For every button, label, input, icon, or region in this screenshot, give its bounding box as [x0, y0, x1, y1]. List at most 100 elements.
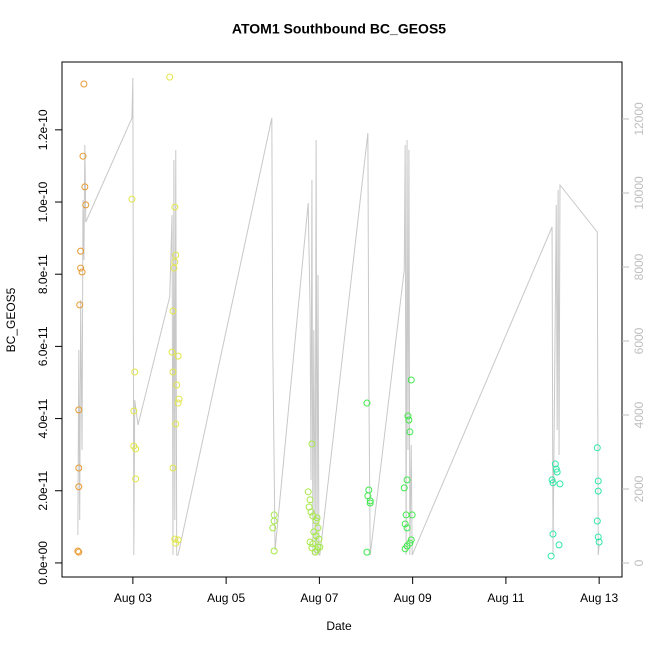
- point: [170, 264, 178, 272]
- point: [81, 183, 89, 191]
- point: [175, 395, 183, 403]
- point: [405, 416, 413, 424]
- point: [406, 428, 414, 436]
- point: [365, 486, 373, 494]
- y-tick-label: 6.0e-11: [36, 326, 50, 366]
- x-axis-label: Date: [326, 619, 352, 633]
- x-tick-label: Aug 11: [487, 591, 524, 605]
- y2-tick-label: 8000: [632, 253, 646, 280]
- x-tick-label: Aug 03: [114, 591, 152, 605]
- point: [408, 511, 416, 519]
- point: [407, 536, 415, 544]
- y2-tick-label: 6000: [632, 327, 646, 354]
- point: [547, 552, 555, 560]
- point: [77, 264, 85, 272]
- point: [306, 496, 314, 504]
- x-tick-label: Aug 05: [207, 591, 245, 605]
- point: [403, 524, 411, 532]
- point: [76, 301, 84, 309]
- point: [172, 251, 180, 259]
- x-tick-label: Aug 13: [580, 591, 618, 605]
- altitude-line: [77, 77, 600, 556]
- y2-tick-label: 0: [632, 559, 646, 566]
- point: [82, 201, 90, 209]
- point: [548, 476, 556, 484]
- point: [174, 399, 182, 407]
- point: [131, 368, 139, 376]
- point: [593, 517, 601, 525]
- point: [549, 479, 557, 487]
- point: [555, 541, 563, 549]
- y2-tick-label: 2000: [632, 475, 646, 502]
- y2-tick-label: 10000: [632, 176, 646, 210]
- point: [79, 152, 87, 160]
- point: [594, 533, 602, 541]
- point: [595, 538, 603, 546]
- point: [401, 520, 409, 528]
- point: [169, 368, 177, 376]
- point: [401, 545, 409, 553]
- point: [553, 468, 561, 476]
- point: [315, 535, 323, 543]
- y-tick-label: 1.0e-10: [36, 181, 50, 222]
- chart-title: ATOM1 Southbound BC_GEOS5: [232, 21, 446, 37]
- plot-box: [61, 61, 623, 578]
- point: [270, 517, 278, 525]
- point: [75, 406, 83, 414]
- point: [307, 508, 315, 516]
- point: [78, 268, 86, 276]
- point: [407, 376, 415, 384]
- x-tick-label: Aug 09: [394, 591, 432, 605]
- point: [132, 475, 140, 483]
- point: [594, 477, 602, 485]
- point: [403, 476, 411, 484]
- point: [169, 464, 177, 472]
- point: [75, 464, 83, 472]
- point: [168, 348, 176, 356]
- point: [77, 247, 85, 255]
- point: [172, 539, 180, 547]
- point: [132, 445, 140, 453]
- point: [310, 528, 318, 536]
- point: [549, 530, 557, 538]
- point: [128, 195, 136, 203]
- point: [556, 480, 564, 488]
- point: [75, 548, 83, 556]
- point: [270, 511, 278, 519]
- point: [171, 258, 179, 266]
- point: [366, 499, 374, 507]
- point: [404, 412, 412, 420]
- point: [169, 307, 177, 315]
- point: [130, 407, 138, 415]
- point: [308, 440, 316, 448]
- point: [75, 483, 83, 491]
- y2-tick-label: 4000: [632, 401, 646, 428]
- y2-tick-label: 12000: [632, 102, 646, 136]
- point: [552, 465, 560, 473]
- point: [80, 80, 88, 88]
- point: [171, 535, 179, 543]
- point: [406, 539, 414, 547]
- point: [166, 73, 174, 81]
- point: [173, 381, 181, 389]
- point: [314, 524, 322, 532]
- point: [309, 512, 317, 520]
- point: [74, 547, 82, 555]
- y-tick-label: 8.0e-11: [36, 254, 50, 294]
- point: [270, 547, 278, 555]
- point: [269, 524, 277, 532]
- y-tick-label: 4.0e-11: [36, 398, 50, 438]
- y-tick-label: 2.0e-11: [36, 471, 50, 511]
- point: [594, 487, 602, 495]
- point: [311, 548, 319, 556]
- y-tick-label: 0.0e+00: [36, 541, 50, 585]
- point: [363, 548, 371, 556]
- point: [304, 488, 312, 496]
- y-tick-label: 1.2e-10: [36, 109, 50, 150]
- point: [172, 420, 180, 428]
- point: [363, 399, 371, 407]
- point: [313, 514, 321, 522]
- point: [171, 203, 179, 211]
- point: [174, 352, 182, 360]
